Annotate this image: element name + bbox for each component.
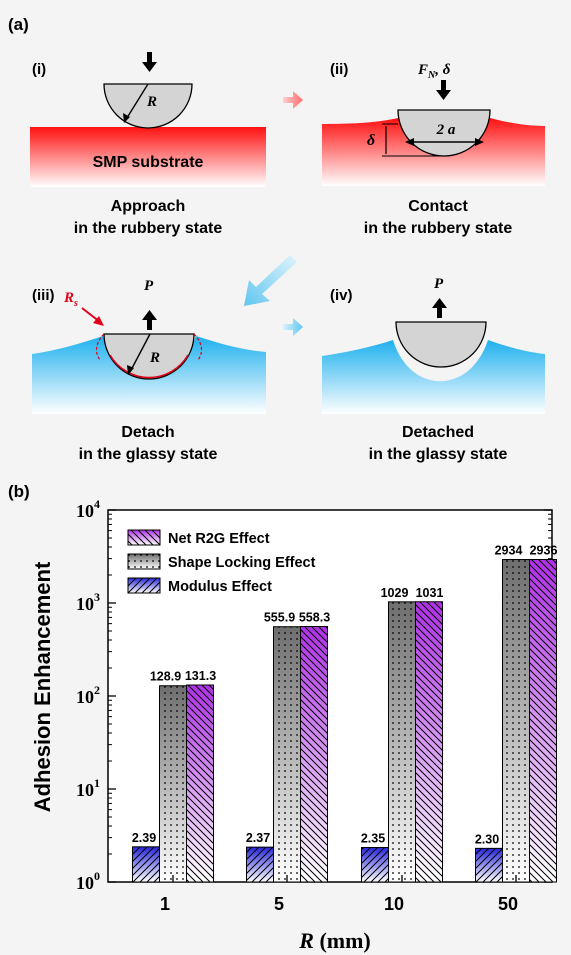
transition-arrow-red-icon (283, 91, 303, 109)
radius-arrowhead-i (123, 113, 130, 123)
step-i: (i) SMP substrate R Approach in the rubb… (30, 52, 266, 237)
bar-pattern-0-1 (246, 846, 274, 883)
legend-swatch-pattern-1 (127, 553, 161, 570)
step-iii-state: in the glassy state (79, 446, 218, 463)
y-tick-label: 101 (76, 776, 100, 800)
pull-force-symbol-iv: P (434, 276, 444, 292)
data-label: 128.9 (150, 670, 181, 684)
surface-radius-symbol: Rs (63, 290, 78, 309)
contact-width-symbol: 2 a (436, 122, 456, 138)
data-label: 2934 (495, 544, 523, 558)
step-iii-title: Detach (121, 424, 174, 441)
data-label: 1029 (381, 586, 409, 600)
bar-pattern-1-2 (388, 601, 416, 883)
y-tick-label: 100 (76, 869, 100, 893)
pull-force-symbol-iii: P (144, 278, 154, 294)
step-iv: (iv) P Detached in the glassy state (322, 276, 545, 463)
glassy-substrate-iv (322, 340, 545, 414)
data-label: 2.35 (361, 831, 385, 845)
step-iv-title: Detached (402, 424, 474, 441)
bar-pattern-1-1 (273, 626, 301, 883)
x-tick-label: 1 (160, 894, 170, 914)
surface-radius-dashed-left (95, 333, 105, 361)
data-label: 131.3 (185, 669, 216, 683)
step-i-state: in the rubbery state (74, 220, 223, 237)
force-label: FN, δ (417, 62, 451, 81)
radius-arrowhead-iii (127, 365, 134, 375)
radius-symbol-i: R (146, 94, 157, 110)
indenter-iii (103, 333, 195, 380)
contact-edge-iii (109, 354, 189, 379)
step-ii-number: (ii) (330, 61, 348, 78)
step-iv-state: in the glassy state (369, 446, 508, 463)
surface-radius-dashed-right (193, 333, 203, 361)
y-tick-label: 104 (76, 497, 100, 521)
step-iii: (iii) Rs P R Detach in the glassy state (32, 278, 266, 463)
panel-b-label: (b) (8, 482, 30, 501)
y-axis-label: Adhesion Enhancement (30, 561, 55, 812)
legend-label-2: Net R2G Effect (168, 531, 270, 547)
step-iii-number: (iii) (32, 287, 55, 304)
bar-pattern-2-2 (415, 601, 443, 883)
data-label: 558.3 (299, 611, 330, 625)
contact-width-arrowhead-left (405, 138, 414, 146)
bar-pattern-1-0 (159, 685, 187, 883)
step-ii: (ii) FN, δ 2 a δ Contact in the rubbery … (322, 61, 545, 237)
bar-pattern-2-3 (529, 558, 557, 883)
step-i-number: (i) (32, 61, 46, 78)
data-label: 2936 (530, 543, 558, 557)
step-iv-number: (iv) (330, 287, 353, 304)
bar-pattern-0-2 (361, 846, 389, 883)
substrate-label: SMP substrate (93, 154, 204, 171)
bar-pattern-0-0 (132, 846, 160, 883)
x-tick-label: 10 (384, 894, 404, 914)
bar-pattern-2-0 (186, 684, 214, 883)
x-tick-label: 50 (498, 894, 518, 914)
step-i-title: Approach (111, 198, 186, 215)
data-label: 2.39 (132, 831, 156, 845)
data-label: 1031 (416, 586, 444, 600)
pull-arrow-up-icon (432, 298, 447, 318)
data-label: 2.30 (475, 832, 499, 846)
data-label: 555.9 (264, 611, 295, 625)
depth-symbol: δ (367, 132, 375, 149)
surface-radius-arrowhead (93, 316, 104, 326)
contact-width-arrowhead-right (475, 138, 484, 146)
indenter-ii (397, 109, 491, 157)
pull-arrow-up-icon (142, 310, 157, 330)
y-tick-label: 103 (76, 590, 100, 614)
bar-chart: 100 101 102 103 104 2.39 128.9 131.3 1 2.37 555.9 5… (76, 497, 557, 914)
x-axis-label: R (mm) (298, 928, 371, 953)
radius-arrow-i (124, 83, 149, 122)
legend-swatch-pattern-2 (127, 529, 161, 546)
rubbery-substrate-i (30, 127, 266, 187)
legend-label-0: Modulus Effect (168, 579, 272, 595)
x-tick-label: 5 (274, 894, 284, 914)
bar-pattern-2-1 (300, 626, 328, 883)
step-ii-title: Contact (408, 198, 468, 215)
step-ii-state: in the rubbery state (364, 220, 513, 237)
bar-pattern-1-3 (502, 559, 530, 883)
indenter-iv (395, 321, 487, 368)
glassy-substrate-iii (32, 336, 266, 414)
radius-arrow-iii (129, 333, 151, 373)
bar-pattern-0-3 (475, 847, 503, 883)
y-tick-label: 102 (76, 683, 100, 707)
load-arrow-down-icon (436, 80, 451, 100)
panel-a-label: (a) (8, 15, 29, 34)
transition-arrow-blue-icon (283, 318, 303, 336)
data-label: 2.37 (246, 831, 270, 845)
legend-label-1: Shape Locking Effect (168, 555, 316, 571)
transition-arrow-blue-diagonal-icon (244, 255, 297, 306)
legend-swatch-pattern-0 (127, 577, 161, 594)
load-arrow-down-icon (142, 52, 157, 72)
radius-symbol-iii: R (149, 350, 160, 366)
